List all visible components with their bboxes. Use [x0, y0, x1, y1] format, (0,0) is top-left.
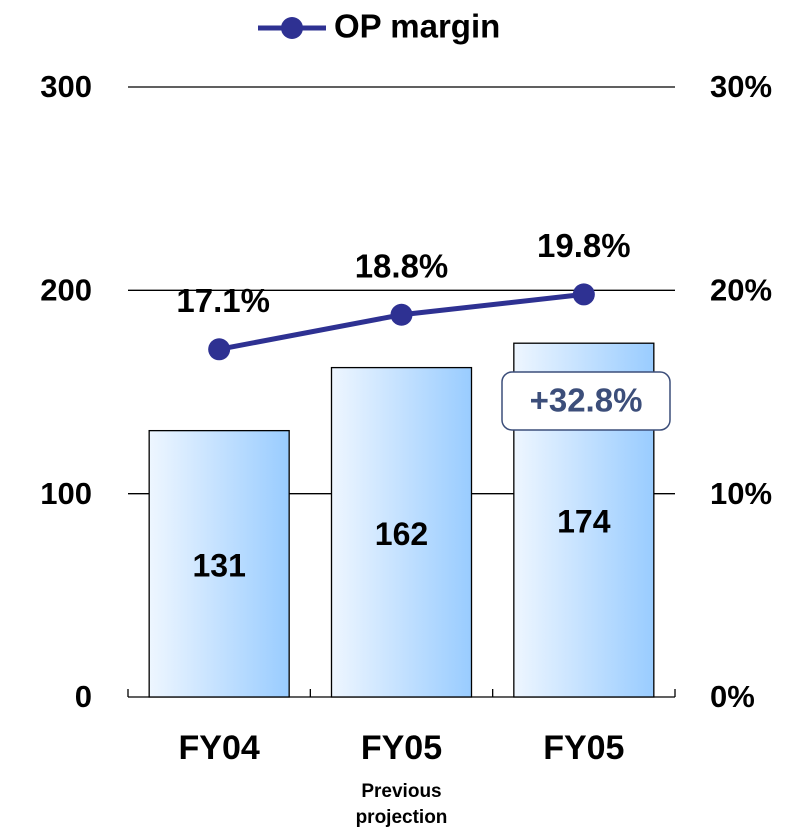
- bar-value-label: 131: [192, 547, 245, 583]
- legend-marker: [281, 17, 303, 39]
- line-value-label: 17.1%: [176, 282, 270, 319]
- y-tick-label: 300: [40, 69, 92, 104]
- line-value-label: 19.8%: [537, 227, 631, 264]
- y-tick-label: 0: [75, 679, 92, 714]
- line-point: [572, 283, 595, 306]
- bar: [330, 366, 473, 698]
- line-value-label: 18.8%: [355, 247, 449, 284]
- y2-tick-label: 0%: [710, 679, 755, 714]
- x-tick-label: FY04: [179, 729, 260, 767]
- y-tick-label: 100: [40, 476, 92, 511]
- y2-tick-label: 30%: [710, 69, 772, 104]
- x-tick-label: FY05: [543, 729, 624, 767]
- x-tick-label: FY05: [361, 729, 442, 767]
- legend-label: OP margin: [334, 8, 500, 45]
- line-point: [208, 338, 231, 361]
- bar-value-label: 174: [557, 504, 611, 540]
- bar-value-label: 162: [375, 516, 428, 552]
- category-note: Previous projection: [355, 781, 448, 828]
- annotation: +32.8%: [530, 382, 643, 419]
- y2-tick-label: 20%: [710, 273, 772, 308]
- annotation-box: [501, 371, 671, 431]
- line-point: [390, 303, 413, 326]
- y2-tick-label: 10%: [710, 476, 772, 511]
- bar: [148, 429, 290, 698]
- y-tick-label: 200: [40, 273, 92, 308]
